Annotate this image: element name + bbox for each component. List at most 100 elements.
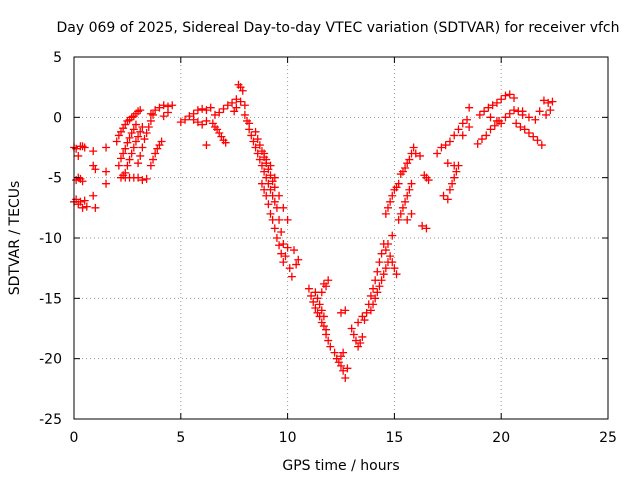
data-point [330, 348, 339, 357]
y-axis-title: SDTVAR / TECUs [7, 181, 23, 296]
data-point [347, 324, 356, 333]
data-point [529, 132, 538, 141]
data-point [163, 108, 172, 117]
data-point [548, 97, 557, 106]
data-point [283, 243, 292, 252]
data-point [151, 149, 160, 158]
data-point [123, 161, 132, 170]
data-point [388, 231, 397, 240]
data-point [146, 109, 155, 118]
data-point [78, 177, 87, 186]
data-point [518, 107, 527, 116]
data-point [488, 101, 497, 110]
data-point [497, 119, 506, 128]
data-point [337, 308, 345, 317]
data-point [127, 129, 136, 138]
data-point [198, 120, 207, 129]
data-point [546, 106, 555, 115]
data-point [91, 165, 100, 174]
data-point [369, 284, 378, 293]
data-point [219, 104, 228, 113]
data-point [524, 129, 533, 138]
data-point [544, 98, 553, 107]
data-point [153, 144, 162, 153]
data-point [383, 240, 392, 249]
x-axis-title: GPS time / hours [282, 458, 399, 474]
data-point [396, 209, 405, 218]
data-point [149, 155, 158, 164]
data-point [375, 282, 384, 291]
data-point [159, 101, 168, 110]
data-point [102, 179, 111, 188]
data-point [142, 174, 151, 183]
data-point [398, 203, 407, 212]
data-point [319, 312, 328, 321]
data-point [249, 137, 258, 146]
data-point [228, 98, 237, 107]
data-point [78, 203, 87, 212]
data-point [492, 98, 501, 107]
data-point [304, 284, 313, 293]
data-point [480, 107, 489, 116]
data-point [448, 179, 457, 188]
data-point [390, 264, 399, 273]
data-point [542, 110, 551, 119]
data-point [72, 195, 81, 204]
data-point [119, 149, 128, 158]
data-point [409, 143, 418, 152]
data-point [129, 143, 138, 152]
data-point [362, 308, 371, 317]
data-point [140, 135, 149, 144]
data-point [285, 264, 294, 273]
data-point [416, 151, 425, 160]
data-point [407, 179, 416, 188]
data-point [307, 291, 316, 300]
data-point [477, 135, 486, 144]
data-point [490, 121, 499, 130]
data-points [70, 80, 557, 382]
data-point [386, 252, 395, 261]
data-point [443, 195, 452, 204]
data-point [394, 179, 403, 188]
chart-title: Day 069 of 2025, Sidereal Day-to-day VTE… [56, 20, 619, 36]
data-point [266, 209, 275, 218]
data-point [245, 125, 254, 134]
data-point [445, 137, 454, 146]
data-point [279, 203, 288, 212]
data-point [501, 113, 510, 122]
data-point [275, 191, 284, 200]
data-point [463, 115, 472, 124]
data-point [277, 249, 286, 258]
data-point [223, 101, 232, 110]
data-point [215, 129, 224, 138]
data-point [176, 118, 185, 127]
data-point [251, 127, 260, 136]
data-point [121, 144, 130, 153]
y-tick-label: -25 [39, 412, 62, 428]
data-point [373, 267, 382, 276]
data-point [388, 258, 397, 267]
data-point [236, 97, 245, 106]
data-point [475, 110, 484, 119]
y-tick-label: -10 [39, 231, 62, 247]
data-point [80, 196, 89, 205]
data-point [334, 358, 343, 367]
data-point [270, 224, 279, 233]
y-tick-label: -20 [39, 352, 62, 368]
data-point [157, 137, 166, 146]
data-point [134, 132, 143, 141]
data-point [501, 91, 510, 100]
data-point [349, 330, 358, 339]
data-point [486, 113, 495, 122]
data-point [524, 113, 533, 122]
data-point [326, 342, 335, 351]
data-point [277, 227, 286, 236]
data-point [91, 203, 100, 212]
x-tick-label: 0 [70, 430, 79, 446]
data-point [497, 95, 506, 104]
data-point [206, 103, 215, 112]
data-point [366, 306, 375, 315]
data-point [238, 86, 247, 95]
data-point [193, 118, 202, 127]
axis-ticks [73, 56, 609, 420]
